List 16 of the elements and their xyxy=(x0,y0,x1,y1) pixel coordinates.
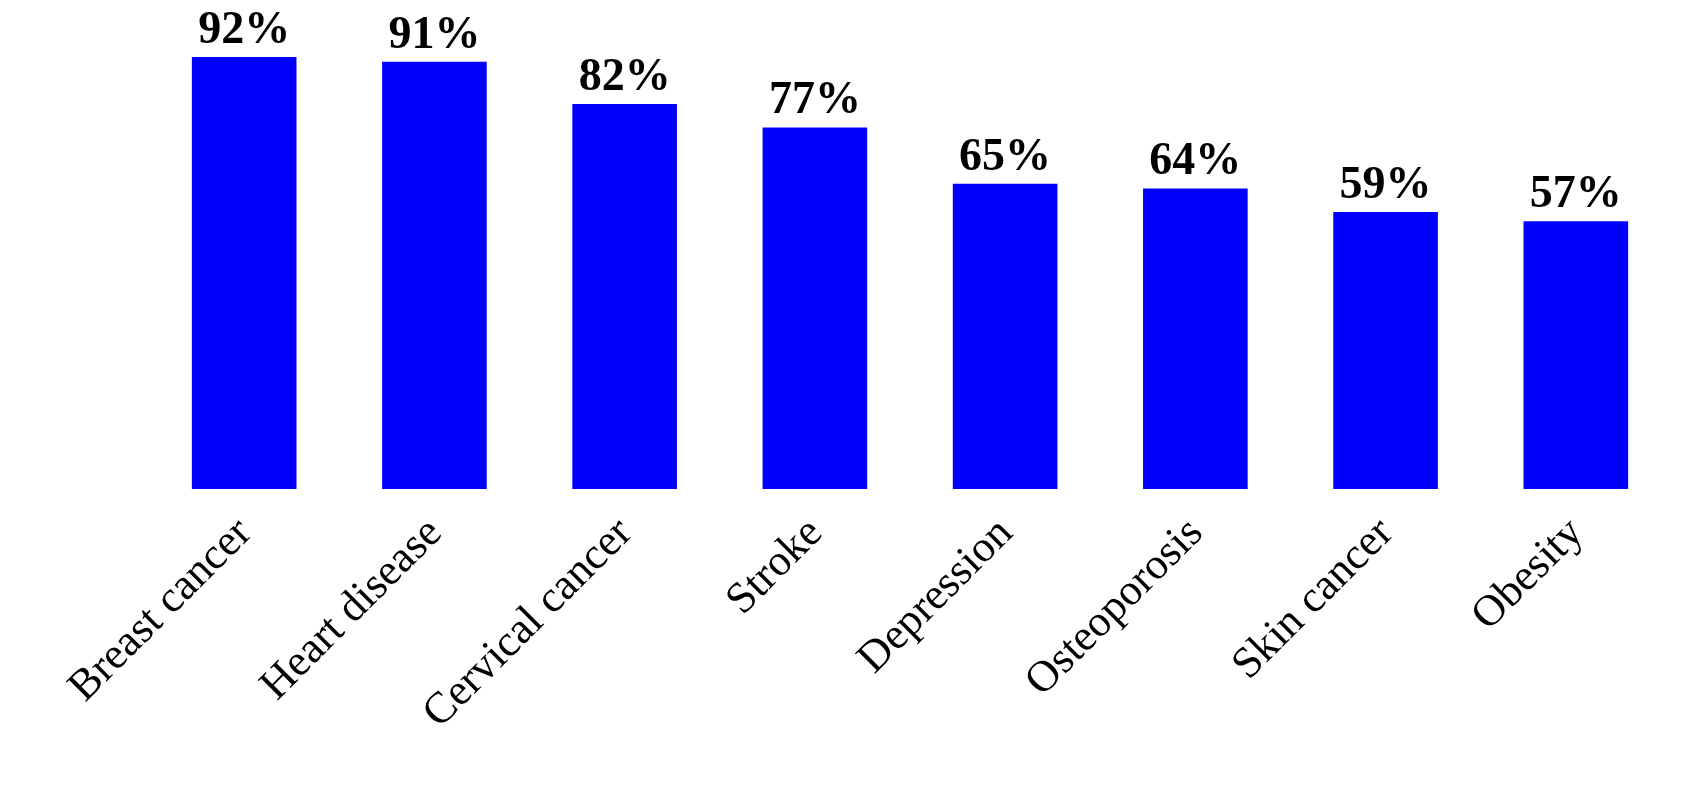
bar xyxy=(762,127,868,489)
bar xyxy=(952,183,1058,489)
data-label: 57% xyxy=(1529,166,1622,218)
data-label: 92% xyxy=(198,2,291,53)
bar xyxy=(382,61,487,489)
bar xyxy=(1523,221,1629,489)
bar xyxy=(572,103,677,489)
bar xyxy=(1143,188,1248,489)
bar xyxy=(1333,211,1438,489)
data-label: 77% xyxy=(768,72,861,124)
bar xyxy=(191,57,297,489)
data-label: 91% xyxy=(388,6,481,58)
data-label: 82% xyxy=(578,48,671,100)
data-label: 65% xyxy=(959,128,1052,180)
data-label: 64% xyxy=(1149,133,1242,185)
data-label: 59% xyxy=(1339,156,1432,208)
